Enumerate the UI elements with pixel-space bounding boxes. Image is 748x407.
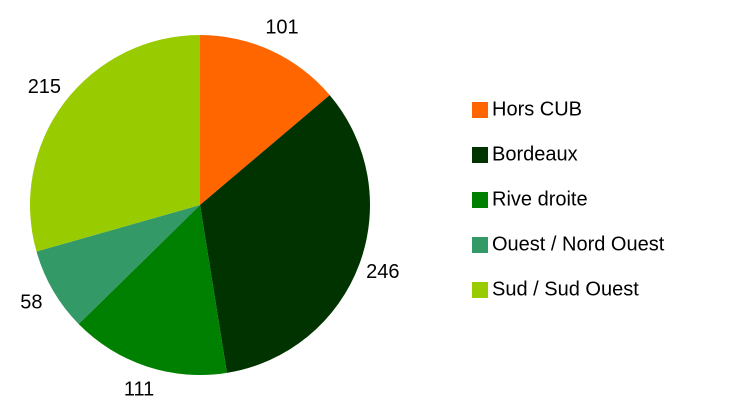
legend-label: Hors CUB: [492, 98, 582, 120]
data-label: 215: [28, 76, 61, 98]
legend-swatch: [472, 192, 488, 208]
legend-swatch: [472, 102, 488, 118]
pie-slice: [29, 35, 201, 252]
data-label: 111: [124, 379, 154, 401]
legend-label: Rive droite: [492, 188, 588, 210]
legend-label: Ouest / Nord Ouest: [492, 233, 665, 255]
legend-label: Sud / Sud Ouest: [492, 278, 639, 300]
data-label: 101: [265, 16, 298, 38]
legend-swatch: [472, 237, 488, 253]
pie-slice: [78, 205, 227, 376]
pie-slice: [200, 35, 330, 205]
data-label: 246: [366, 261, 399, 283]
pie-slice: [36, 205, 200, 325]
legend-label: Bordeaux: [492, 143, 578, 165]
legend-swatch: [472, 147, 488, 163]
pie-slice: [200, 95, 370, 373]
data-label: 58: [20, 291, 42, 313]
legend-swatch: [472, 282, 488, 298]
